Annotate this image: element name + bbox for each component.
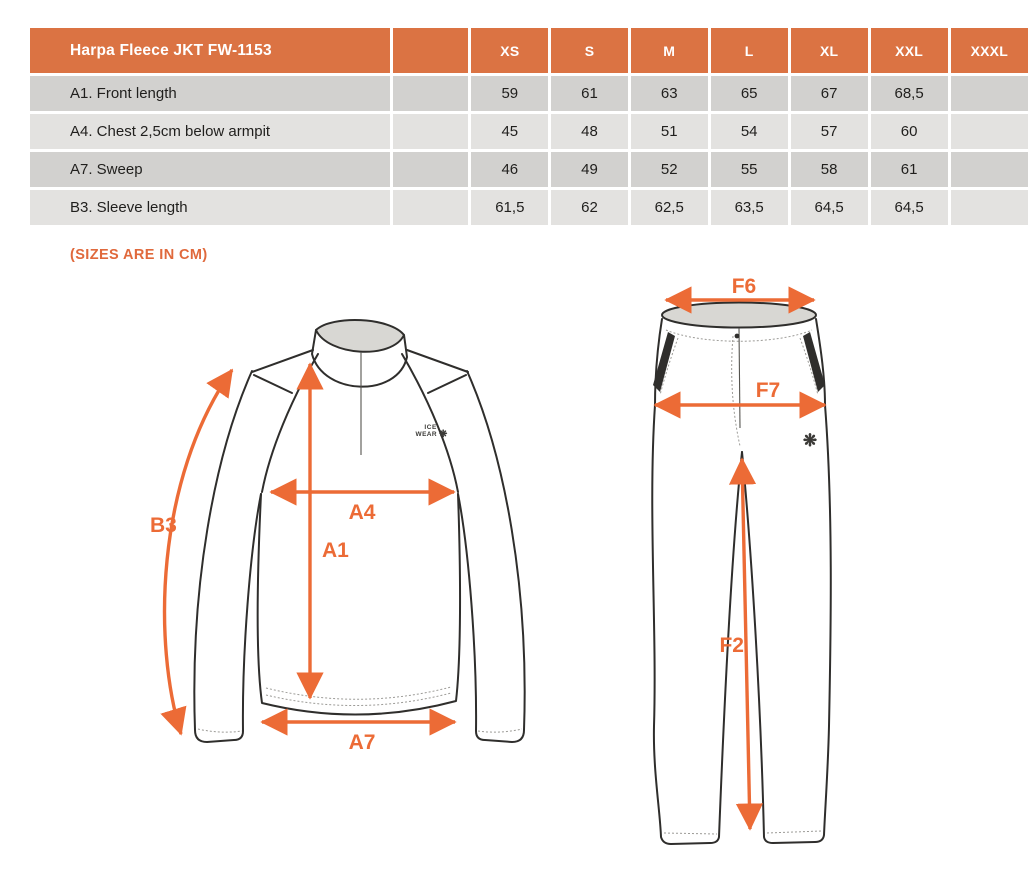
value-cell: 67 <box>790 76 868 111</box>
row-label: A7. Sweep <box>30 152 390 187</box>
pants-dimension-arrows: F6 F7 F2 <box>653 278 827 831</box>
header-size-s: S <box>551 28 628 73</box>
pants-waist-stitching <box>665 329 813 342</box>
icewear-logo-line1: ICE <box>424 424 437 431</box>
value-cell: 46 <box>471 152 549 187</box>
pants-waist-opening <box>661 301 817 329</box>
value-cell: 61 <box>551 76 628 111</box>
jacket-raglan-seams <box>261 353 459 493</box>
pants-hem-stitching <box>663 830 822 835</box>
table-title: Harpa Fleece JKT FW-1153 <box>30 28 390 73</box>
value-cell: 52 <box>630 152 708 187</box>
row-spacer-cell <box>392 114 469 149</box>
b3-label: B3 <box>150 514 177 537</box>
jacket-drawing: ICE WEAR ❋ <box>193 318 526 743</box>
pants-measurement-diagram: ❋ F6 F7 F2 <box>651 278 832 845</box>
row-spacer-cell <box>392 190 469 225</box>
value-cell <box>950 190 1028 225</box>
value-cell: 49 <box>551 152 628 187</box>
jacket-collar-opening <box>315 318 405 353</box>
b3-arrow <box>160 368 234 736</box>
a4-label: A4 <box>349 501 376 524</box>
row-spacer-cell <box>392 76 469 111</box>
f2-arrow <box>728 457 764 831</box>
f6-label: F6 <box>732 278 757 298</box>
sizes-unit-note: (SIZES ARE IN CM) <box>70 247 208 263</box>
right-pocket-trim <box>803 332 825 392</box>
size-table-header-row: Harpa Fleece JKT FW-1153 XS S M L XL XXL… <box>30 28 1028 73</box>
row-label: A1. Front length <box>30 76 390 111</box>
value-cell: 59 <box>471 76 549 111</box>
table-row: A4. Chest 2,5cm below armpit 45 48 51 54… <box>30 114 1028 149</box>
value-cell: 62,5 <box>630 190 708 225</box>
value-cell: 62 <box>551 190 628 225</box>
value-cell: 58 <box>790 152 868 187</box>
table-row: B3. Sleeve length 61,5 62 62,5 63,5 64,5… <box>30 190 1028 225</box>
value-cell: 51 <box>630 114 708 149</box>
pants-drawing: ❋ <box>651 301 832 845</box>
f2-label: F2 <box>719 634 744 657</box>
value-cell: 48 <box>551 114 628 149</box>
icewear-logo-line2: WEAR <box>416 431 437 438</box>
value-cell: 68,5 <box>870 76 948 111</box>
jacket-dimension-arrows: B3 A4 A1 A7 <box>150 362 457 754</box>
value-cell: 61,5 <box>471 190 549 225</box>
a7-label: A7 <box>349 731 376 754</box>
row-label: B3. Sleeve length <box>30 190 390 225</box>
jacket-measurement-diagram: ICE WEAR ❋ B3 A4 A1 A7 <box>150 318 526 754</box>
jacket-cuff-stitching <box>197 728 523 733</box>
value-cell: 60 <box>870 114 948 149</box>
value-cell <box>950 76 1028 111</box>
value-cell: 45 <box>471 114 549 149</box>
left-pocket-trim <box>653 332 675 392</box>
header-size-m: M <box>630 28 708 73</box>
jacket-yoke-seams <box>253 374 467 394</box>
value-cell: 54 <box>710 114 788 149</box>
header-size-xs: XS <box>471 28 549 73</box>
value-cell: 55 <box>710 152 788 187</box>
value-cell: 61 <box>870 152 948 187</box>
table-row: A7. Sweep 46 49 52 55 58 61 <box>30 152 1028 187</box>
value-cell: 64,5 <box>790 190 868 225</box>
size-table: Harpa Fleece JKT FW-1153 XS S M L XL XXL… <box>27 25 1031 228</box>
header-size-xxl: XXL <box>870 28 948 73</box>
pants-center-front-line <box>738 327 741 429</box>
jacket-body <box>256 493 462 716</box>
icewear-logo: ICE WEAR ❋ <box>416 424 448 440</box>
pocket-stitching <box>659 337 819 396</box>
header-spacer-cell <box>392 28 469 73</box>
a1-label: A1 <box>322 539 349 562</box>
snowflake-icon: ❋ <box>803 431 817 450</box>
jacket-shoulder-seams <box>251 349 469 373</box>
value-cell: 63 <box>630 76 708 111</box>
value-cell: 63,5 <box>710 190 788 225</box>
header-size-xxxl: XXXL <box>950 28 1028 73</box>
waist-button <box>734 333 740 339</box>
value-cell <box>950 114 1028 149</box>
jacket-left-sleeve <box>193 370 262 743</box>
value-cell: 65 <box>710 76 788 111</box>
jacket-hem-stitching <box>265 686 452 706</box>
f7-label: F7 <box>756 379 781 402</box>
header-size-l: L <box>710 28 788 73</box>
pants-right-leg <box>741 404 832 844</box>
jacket-collar <box>311 329 408 388</box>
value-cell: 64,5 <box>870 190 948 225</box>
header-size-xl: XL <box>790 28 868 73</box>
row-spacer-cell <box>392 152 469 187</box>
jacket-right-sleeve <box>457 370 526 743</box>
snowflake-icon: ❋ <box>439 429 448 440</box>
table-row: A1. Front length 59 61 63 65 67 68,5 <box>30 76 1028 111</box>
value-cell: 57 <box>790 114 868 149</box>
pants-left-leg <box>651 404 743 845</box>
row-label: A4. Chest 2,5cm below armpit <box>30 114 390 149</box>
value-cell <box>950 152 1028 187</box>
